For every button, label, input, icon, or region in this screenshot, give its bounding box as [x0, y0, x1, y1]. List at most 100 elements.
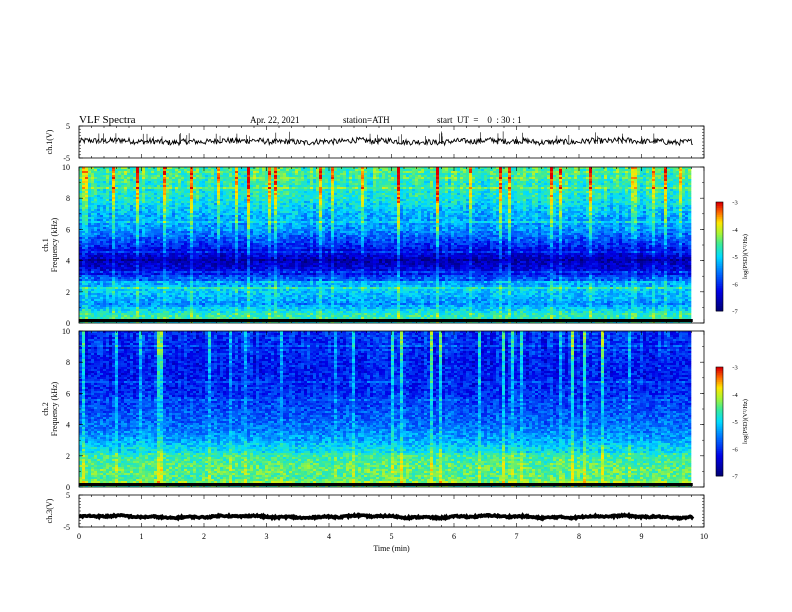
colorbar-cell [716, 410, 723, 413]
colorbar-cell [716, 437, 723, 441]
y-axis-label: ch.1(V) [45, 129, 54, 154]
colorbar-cell [716, 287, 723, 290]
colorbar-cell [716, 465, 723, 468]
colorbar-cell [716, 454, 723, 457]
x-tick-label: 0 [77, 532, 81, 541]
x-tick-label: 8 [577, 532, 581, 541]
y-tick-label: 4 [66, 421, 70, 430]
colorbar-cell [716, 205, 723, 208]
colorbar-cell [716, 414, 723, 417]
colorbar-cell [716, 256, 723, 259]
colorbar-tick-label: -7 [732, 474, 738, 481]
colorbar-cell [716, 283, 723, 286]
colorbar-cell [716, 207, 723, 210]
colorbar-cell [716, 229, 723, 232]
y-tick-label: 10 [62, 327, 70, 336]
y-tick-label: 6 [66, 389, 70, 398]
colorbar-cell [716, 408, 723, 411]
colorbar-cell [716, 397, 723, 401]
colorbar-cell [716, 448, 723, 451]
colorbar-cell [716, 383, 723, 386]
spectrogram-heatmap [79, 167, 692, 324]
colorbar-cell [716, 419, 723, 422]
colorbar-cell [716, 260, 723, 263]
colorbar-cell [716, 372, 723, 375]
colorbar-tick-label: -5 [732, 419, 737, 426]
colorbar-cell [716, 376, 723, 379]
x-tick-label: 7 [515, 532, 519, 541]
colorbar-cell [716, 220, 723, 223]
waveform-line [78, 511, 695, 522]
colorbar-cell [716, 301, 723, 305]
colorbar-cell [716, 445, 723, 448]
colorbar-cell [716, 309, 723, 312]
y-tick-label: -5 [63, 523, 70, 532]
x-tick-label: 10 [700, 532, 708, 541]
colorbar-cell [716, 278, 723, 281]
colorbar-cell [716, 263, 723, 266]
colorbar-cell [716, 272, 723, 276]
x-tick-label: 4 [327, 532, 331, 541]
y-tick-label: 8 [66, 194, 70, 203]
colorbar-cell [716, 218, 723, 221]
y-axis-label: ch.1Frequency (kHz) [41, 217, 59, 272]
colorbar-cell [716, 399, 723, 402]
colorbar-tick-label: -5 [732, 254, 737, 261]
y-tick-label: 2 [66, 288, 70, 297]
x-tick-label: 6 [452, 532, 456, 541]
colorbar-tick-label: -4 [732, 392, 738, 399]
colorbar-cell [716, 307, 723, 310]
colorbar-cell [716, 457, 723, 461]
y-tick-label: 10 [62, 163, 70, 172]
colorbar-cell [716, 281, 723, 285]
colorbar-tick-label: -7 [732, 309, 738, 316]
colorbar-cell [716, 436, 723, 439]
x-tick-label: 1 [140, 532, 144, 541]
colorbar-cell [716, 267, 723, 270]
colorbar-cell [716, 214, 723, 217]
colorbar-cell [716, 254, 723, 257]
colorbar-cell [716, 251, 723, 254]
colorbar-cell [716, 439, 723, 442]
y-tick-label: 0 [66, 483, 70, 492]
colorbar-cell [716, 223, 723, 227]
x-tick-label: 5 [390, 532, 394, 541]
colorbar-cell [716, 300, 723, 303]
y-tick-label: 4 [66, 257, 70, 266]
waveform-line [78, 135, 693, 147]
x-tick-label: 2 [202, 532, 206, 541]
colorbar-cell [716, 394, 723, 397]
colorbar-cell [716, 292, 723, 296]
colorbar-cell [716, 303, 723, 306]
colorbar-cell [716, 443, 723, 446]
colorbar-cell [716, 390, 723, 393]
colorbar-cell [716, 261, 723, 265]
colorbar-cell [716, 396, 723, 399]
figure-date: Apr. 22, 2021 [250, 115, 300, 125]
low-frequency-band [79, 319, 693, 322]
colorbar-cell [716, 446, 723, 450]
colorbar-cell [716, 296, 723, 299]
colorbar-frame [715, 201, 724, 312]
y-tick-label: 6 [66, 225, 70, 234]
colorbar-tick-label: -3 [732, 200, 737, 207]
colorbar-cell [716, 294, 723, 297]
colorbar-cell [716, 209, 723, 212]
colorbar-cell [716, 221, 723, 225]
panel-ch1-waveform: 5 -5 ch.1(V) [45, 122, 705, 163]
colorbar-cell [716, 285, 723, 288]
colorbar-cell [716, 441, 723, 444]
colorbar-cell [716, 461, 723, 464]
colorbar-cell [716, 470, 723, 473]
colorbar-tick-label: -3 [732, 365, 737, 372]
colorbar-label: log(PSD)(V²/Hz) [742, 234, 749, 279]
panel-ch3-waveform: 5 -5 ch.3(V) 0 1 2 3 4 5 6 7 8 9 10 Time (min) [45, 491, 708, 553]
colorbar-cell [716, 474, 723, 477]
colorbar-cell [716, 241, 723, 245]
colorbar-cell [716, 243, 723, 246]
colorbar-cell [716, 430, 723, 433]
colorbar-cell [716, 227, 723, 230]
colorbar-tick-label: -6 [732, 446, 738, 453]
colorbar-cell [716, 203, 723, 207]
colorbar-cell [716, 249, 723, 252]
